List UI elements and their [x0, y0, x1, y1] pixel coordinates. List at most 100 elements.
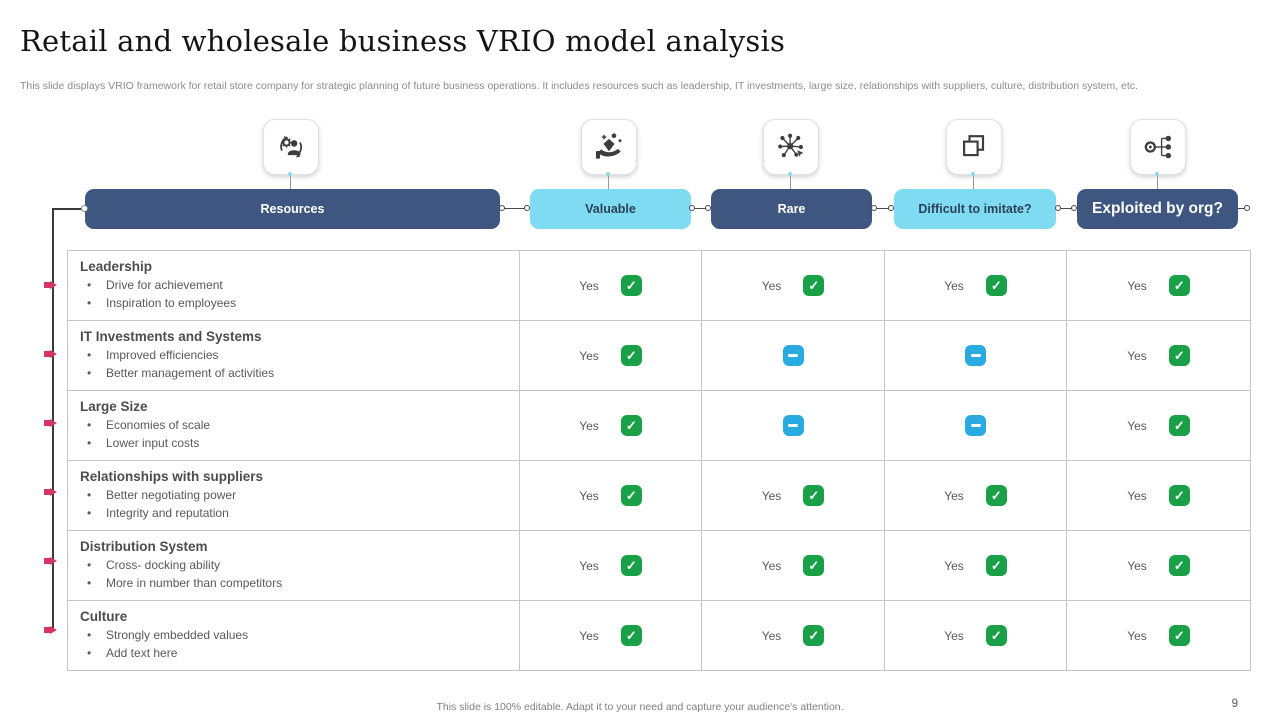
- row-marker: [44, 488, 58, 496]
- verdict-cell-valuable: Yes ✓: [519, 320, 702, 391]
- column-header-resources: Resources: [85, 189, 500, 229]
- yes-label: Yes: [944, 488, 964, 503]
- yes-label: Yes: [579, 418, 599, 433]
- check-icon: ✓: [803, 275, 825, 296]
- connector-dot: [606, 172, 610, 176]
- connector-dot: [871, 205, 877, 211]
- footer-note: This slide is 100% editable. Adapt it to…: [436, 701, 844, 713]
- resource-title: Large Size: [80, 399, 148, 414]
- check-icon: ✓: [803, 485, 825, 506]
- column-header-exploited: Exploited by org?: [1077, 189, 1238, 229]
- verdict-cell-valuable: Yes ✓: [519, 460, 702, 531]
- verdict-cell-rare: [701, 390, 885, 461]
- yes-label: Yes: [1127, 558, 1147, 573]
- org-distribution-icon: [1144, 135, 1172, 159]
- resource-cell: Culture Strongly embedded values Add tex…: [67, 600, 520, 671]
- verdict-cell-valuable: Yes ✓: [519, 530, 702, 601]
- connector-line: [693, 208, 708, 209]
- table-row-large-size: Large Size Economies of scale Lower inpu…: [67, 390, 1251, 461]
- yes-label: Yes: [761, 558, 782, 573]
- row-marker: [44, 557, 58, 565]
- check-icon: ✓: [803, 625, 825, 646]
- resource-cell: IT Investments and Systems Improved effi…: [67, 320, 520, 391]
- verdict-cell-valuable: Yes ✓: [519, 390, 702, 461]
- connector-line: [973, 174, 974, 189]
- page-title: Retail and wholesale business VRIO model…: [20, 24, 786, 58]
- connector-dot: [1055, 205, 1061, 211]
- connector-line: [790, 174, 791, 189]
- connector-dot: [689, 205, 695, 211]
- yes-label: Yes: [761, 488, 782, 503]
- verdict-cell-exploited: Yes ✓: [1066, 530, 1251, 601]
- check-icon: ✓: [1168, 485, 1190, 506]
- check-icon: ✓: [620, 485, 642, 506]
- verdict-cell-rare: Yes ✓: [701, 530, 885, 601]
- verdict-cell-difficult: Yes ✓: [884, 530, 1067, 601]
- resources-icon-card: [263, 119, 319, 175]
- yes-label: Yes: [761, 278, 782, 293]
- resource-title: Distribution System: [80, 539, 208, 554]
- yes-label: Yes: [1127, 278, 1147, 293]
- verdict-cell-rare: [701, 320, 885, 391]
- connector-line: [1157, 174, 1158, 189]
- connector-line: [608, 174, 609, 189]
- check-icon: ✓: [985, 275, 1007, 296]
- connector-dot: [788, 172, 792, 176]
- yes-label: Yes: [944, 628, 964, 643]
- yes-label: Yes: [1127, 418, 1147, 433]
- bullet-item: Strongly embedded values: [80, 627, 509, 645]
- verdict-cell-exploited: Yes ✓: [1066, 460, 1251, 531]
- minus-icon: [782, 415, 804, 436]
- connector-line: [1059, 208, 1074, 209]
- connector-dot: [1155, 172, 1159, 176]
- bullet-item: Better management of activities: [80, 365, 509, 383]
- resource-title: Culture: [80, 609, 128, 624]
- bullet-item: Integrity and reputation: [80, 505, 509, 523]
- minus-icon: [965, 345, 986, 366]
- resource-title: Leadership: [80, 259, 153, 274]
- difficult-icon-card: [946, 119, 1002, 175]
- verdict-cell-difficult: [884, 320, 1067, 391]
- page-number: 9: [1231, 698, 1238, 710]
- yes-label: Yes: [944, 278, 964, 293]
- connector-line: [503, 208, 527, 209]
- check-icon: ✓: [803, 555, 825, 576]
- slide-description: This slide displays VRIO framework for r…: [20, 80, 1138, 92]
- verdict-cell-exploited: Yes ✓: [1066, 390, 1251, 461]
- people-gear-icon: [280, 136, 303, 158]
- connector-dot: [288, 172, 292, 176]
- check-icon: ✓: [620, 625, 642, 646]
- verdict-cell-difficult: Yes ✓: [884, 600, 1067, 671]
- resource-cell: Large Size Economies of scale Lower inpu…: [67, 390, 520, 461]
- connector-dot: [1244, 205, 1250, 211]
- connector-dot: [971, 172, 975, 176]
- check-icon: ✓: [620, 345, 642, 366]
- bullet-item: Economies of scale: [80, 417, 509, 435]
- verdict-cell-exploited: Yes ✓: [1066, 320, 1251, 391]
- verdict-cell-difficult: Yes ✓: [884, 250, 1067, 321]
- network-nodes-icon: [778, 133, 804, 158]
- connector-dot: [705, 205, 711, 211]
- check-icon: ✓: [1168, 555, 1190, 576]
- vrio-table: Leadership Drive for achievement Inspira…: [67, 250, 1251, 671]
- table-row-distribution: Distribution System Cross- docking abili…: [67, 530, 1251, 601]
- column-header-valuable: Valuable: [530, 189, 691, 229]
- check-icon: ✓: [1168, 415, 1190, 436]
- verdict-cell-valuable: Yes ✓: [519, 600, 702, 671]
- connector-line: [875, 208, 891, 209]
- connector-dot: [1071, 205, 1077, 211]
- check-icon: ✓: [985, 485, 1007, 506]
- row-marker: [44, 350, 58, 358]
- verdict-cell-exploited: Yes ✓: [1066, 250, 1251, 321]
- valuable-icon-card: [581, 119, 637, 175]
- verdict-cell-rare: Yes ✓: [701, 460, 885, 531]
- minus-icon: [965, 415, 986, 436]
- verdict-cell-exploited: Yes ✓: [1066, 600, 1251, 671]
- row-marker: [44, 419, 58, 427]
- yes-label: Yes: [1127, 488, 1147, 503]
- yes-label: Yes: [579, 488, 599, 503]
- yes-label: Yes: [944, 558, 964, 573]
- exploited-icon-card: [1130, 119, 1186, 175]
- yes-label: Yes: [579, 558, 599, 573]
